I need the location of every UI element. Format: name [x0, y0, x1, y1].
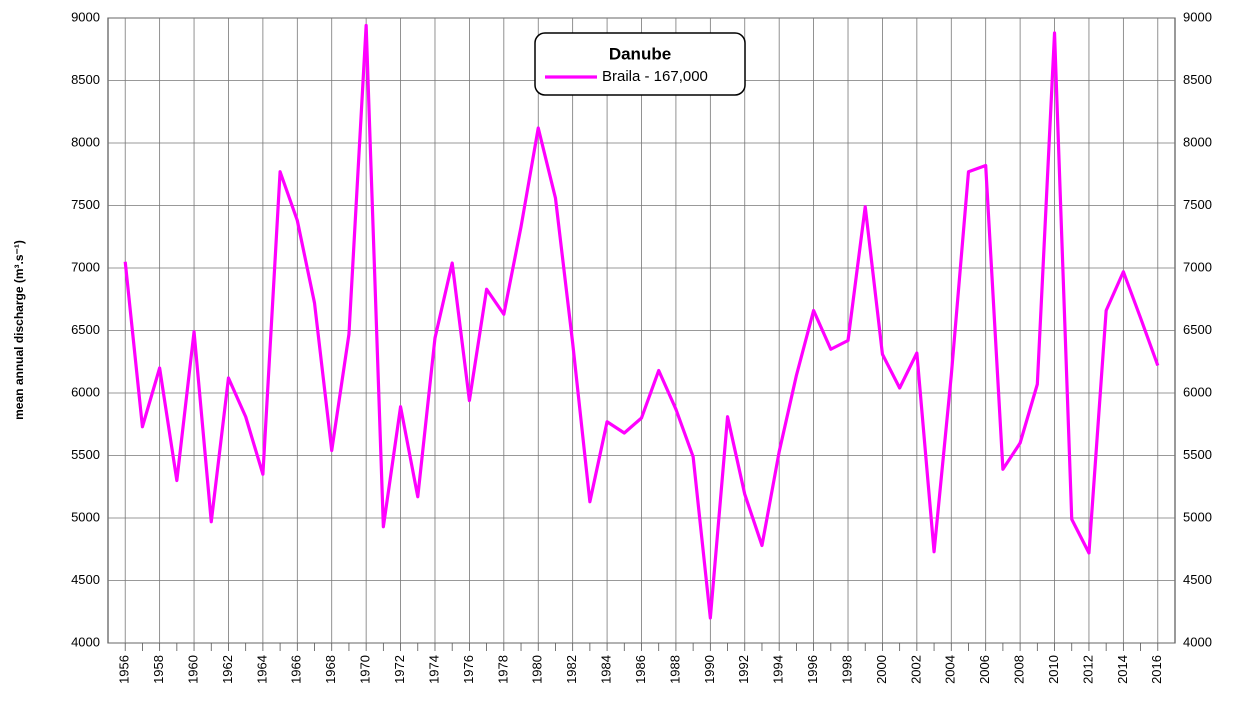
y-tick-label: 7500: [71, 197, 100, 212]
y2-tick-label: 5500: [1183, 447, 1212, 462]
legend-label: Braila - 167,000: [602, 68, 708, 85]
y-tick-label: 6500: [71, 322, 100, 337]
x-tick-label: 2000: [874, 655, 889, 684]
x-tick-label: 1992: [736, 655, 751, 684]
legend-title: Danube: [609, 44, 671, 63]
x-tick-label: 2008: [1012, 655, 1027, 684]
x-tick-label: 1960: [185, 655, 200, 684]
y-tick-label: 9000: [71, 9, 100, 24]
x-tick-label: 2012: [1080, 655, 1095, 684]
y-tick-label: 4000: [71, 634, 100, 649]
x-tick-label: 2016: [1149, 655, 1164, 684]
x-tick-label: 1964: [254, 655, 269, 684]
y2-tick-label: 8000: [1183, 134, 1212, 149]
x-tick-label: 1974: [426, 655, 441, 684]
y-tick-label: 4500: [71, 572, 100, 587]
y2-tick-label: 5000: [1183, 509, 1212, 524]
y2-tick-label: 4500: [1183, 572, 1212, 587]
x-tick-label: 2004: [943, 655, 958, 684]
y2-tick-label: 6000: [1183, 384, 1212, 399]
x-tick-label: 1966: [289, 655, 304, 684]
x-tick-label: 1956: [117, 655, 132, 684]
x-tick-label: 1970: [358, 655, 373, 684]
y2-tick-label: 9000: [1183, 9, 1212, 24]
x-tick-label: 1994: [771, 655, 786, 684]
y2-tick-label: 4000: [1183, 634, 1212, 649]
y-tick-label: 5500: [71, 447, 100, 462]
x-tick-label: 1968: [323, 655, 338, 684]
y2-tick-label: 7000: [1183, 259, 1212, 274]
x-tick-label: 1978: [495, 655, 510, 684]
y2-tick-label: 8500: [1183, 72, 1212, 87]
x-tick-label: 1988: [667, 655, 682, 684]
x-tick-label: 1990: [702, 655, 717, 684]
y2-tick-label: 7500: [1183, 197, 1212, 212]
x-tick-label: 1982: [564, 655, 579, 684]
y-tick-label: 6000: [71, 384, 100, 399]
x-tick-label: 2002: [908, 655, 923, 684]
y-tick-label: 7000: [71, 259, 100, 274]
x-tick-label: 1976: [461, 655, 476, 684]
legend-box: [534, 32, 746, 96]
x-tick-label: 1984: [599, 655, 614, 684]
y2-tick-label: 6500: [1183, 322, 1212, 337]
x-tick-label: 2006: [977, 655, 992, 684]
legend: Danube Braila - 167,000: [534, 32, 746, 96]
x-tick-label: 1980: [530, 655, 545, 684]
x-tick-label: 1986: [633, 655, 648, 684]
x-tick-label: 1958: [151, 655, 166, 684]
x-tick-label: 1996: [805, 655, 820, 684]
y-tick-label: 8500: [71, 72, 100, 87]
y-axis-label: mean annual discharge (m³.s⁻¹): [12, 240, 26, 420]
x-tick-label: 2010: [1046, 655, 1061, 684]
x-tick-label: 1962: [220, 655, 235, 684]
y-tick-label: 8000: [71, 134, 100, 149]
x-tick-label: 1998: [839, 655, 854, 684]
x-tick-label: 2014: [1115, 655, 1130, 684]
y-tick-label: 5000: [71, 509, 100, 524]
x-tick-label: 1972: [392, 655, 407, 684]
data-line: [123, 23, 1160, 620]
